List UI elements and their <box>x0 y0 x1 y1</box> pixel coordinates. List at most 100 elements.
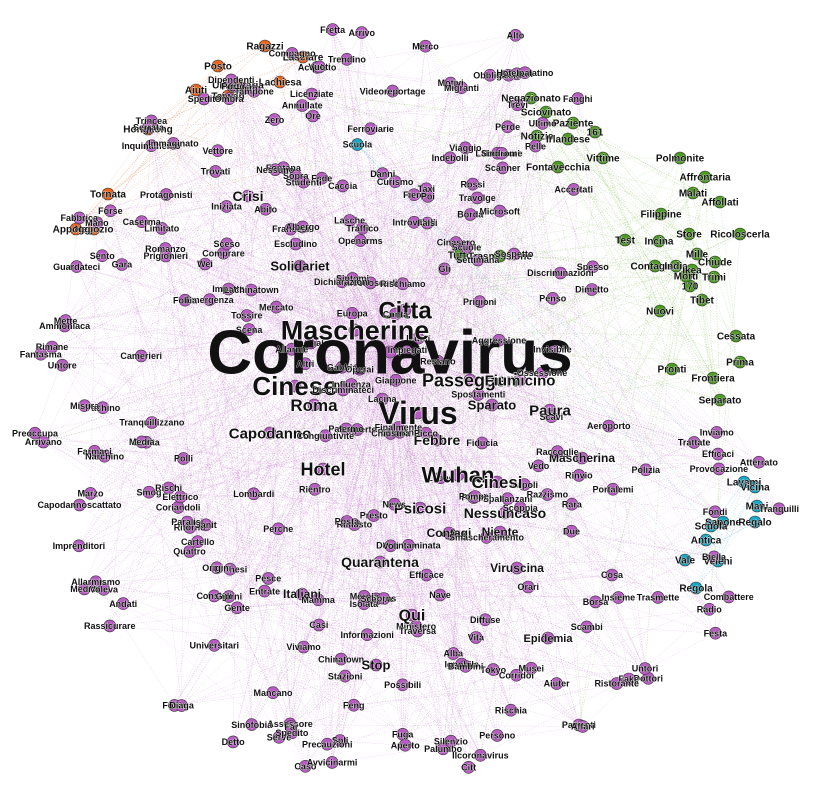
edge <box>352 276 715 279</box>
edge <box>411 614 716 634</box>
edge <box>364 468 719 597</box>
node-label-merco: Merco <box>412 41 439 51</box>
edge <box>367 594 441 635</box>
node-label-openarms: Openarms <box>338 236 383 246</box>
node-label-nave: Nave <box>429 590 451 600</box>
edge <box>654 157 681 267</box>
edge <box>251 724 583 727</box>
edge <box>166 59 348 195</box>
node-label-paziente: Paziente <box>553 119 594 130</box>
node-label-operai: Operai <box>345 364 374 374</box>
node-label-fondi: Fondi <box>703 507 728 517</box>
edge <box>305 351 391 767</box>
edge <box>294 385 421 509</box>
edge <box>291 498 508 733</box>
edge <box>470 126 508 215</box>
edge <box>491 123 543 406</box>
node-label-ossessione: Ossessione <box>517 368 568 378</box>
edge <box>141 98 230 356</box>
edge <box>203 98 551 411</box>
node-label-portalemi: Portalemi <box>592 484 633 494</box>
edge <box>226 243 252 725</box>
edge <box>645 275 687 470</box>
edge <box>78 91 393 546</box>
edge <box>180 427 399 498</box>
edge <box>34 433 179 508</box>
edge <box>251 289 695 443</box>
edge <box>389 351 525 485</box>
edge <box>316 67 391 353</box>
edge <box>291 349 493 406</box>
node-label-inviamo: Inviamo <box>700 428 735 438</box>
edge <box>62 365 280 738</box>
edge <box>545 111 737 337</box>
edge <box>390 451 558 546</box>
node-label-gara: Gara <box>112 260 134 270</box>
node-label-radio: Radio <box>697 605 723 615</box>
edge <box>448 532 649 679</box>
edge <box>373 166 559 516</box>
edge <box>229 432 271 570</box>
node-label-giorni: Giorni <box>216 592 243 602</box>
node-label-lachinatown: Lachinatown <box>224 285 279 295</box>
edge <box>264 351 391 592</box>
node-label-prima: Prima <box>726 358 754 369</box>
node-label-diaga: Diaga <box>169 701 195 711</box>
node-label-silenzio: Silenzio <box>434 736 469 746</box>
node-label-cessata: Cessata <box>717 332 756 343</box>
node-label-allarmismo: Allarmismo <box>71 577 121 587</box>
node-label-rassicurare: Rassicurare <box>84 621 136 631</box>
node-label-smascheramento: Smascheramento <box>449 532 525 542</box>
node-label-diffuse: Diffuse <box>470 615 501 625</box>
node-label-mamma: Mamma <box>301 595 336 605</box>
edge <box>359 369 403 685</box>
edge <box>246 315 391 353</box>
node-label-stazioni: Stazioni <box>328 671 363 681</box>
edge <box>291 66 320 733</box>
edge <box>359 369 558 452</box>
edge <box>294 265 301 387</box>
edge <box>177 79 232 508</box>
edge <box>84 405 418 632</box>
edge <box>148 127 391 353</box>
edge <box>319 66 451 84</box>
node-label-ristorante: Ristorante <box>594 679 639 689</box>
edge <box>93 56 304 230</box>
node-label-vittime: Vittime <box>586 154 620 165</box>
edge <box>389 351 517 676</box>
edge <box>161 228 421 509</box>
edge <box>437 361 517 676</box>
node-label-vettore: Vettore <box>203 146 234 156</box>
edge <box>78 507 179 546</box>
node-label-fuga: Fuga <box>392 730 414 740</box>
edge <box>79 217 391 353</box>
edge <box>354 329 737 337</box>
edge <box>389 351 558 452</box>
node-label-dimetto: Dimetto <box>575 285 609 295</box>
edge <box>696 233 741 255</box>
edge <box>79 462 759 506</box>
edge <box>246 166 559 316</box>
edge <box>444 210 500 270</box>
edge <box>275 169 649 679</box>
node-label-mercato: Mercato <box>259 302 294 312</box>
edge <box>389 242 457 353</box>
edge <box>146 253 224 443</box>
edge <box>572 122 721 401</box>
edge <box>94 210 500 452</box>
edge <box>166 183 473 195</box>
edge <box>389 167 503 353</box>
edge <box>402 531 501 735</box>
node-label-vicina: Vicina <box>740 483 770 494</box>
node-label-lacina: Lacina <box>368 394 398 404</box>
edge <box>578 265 656 726</box>
edge <box>197 363 306 542</box>
edge <box>214 645 403 735</box>
edge <box>299 265 391 546</box>
edge <box>141 153 498 443</box>
node-label-licenziate: Licenziate <box>290 89 334 99</box>
node-label-casi: Casi <box>309 620 328 630</box>
edge <box>389 184 473 353</box>
edge <box>146 442 474 498</box>
